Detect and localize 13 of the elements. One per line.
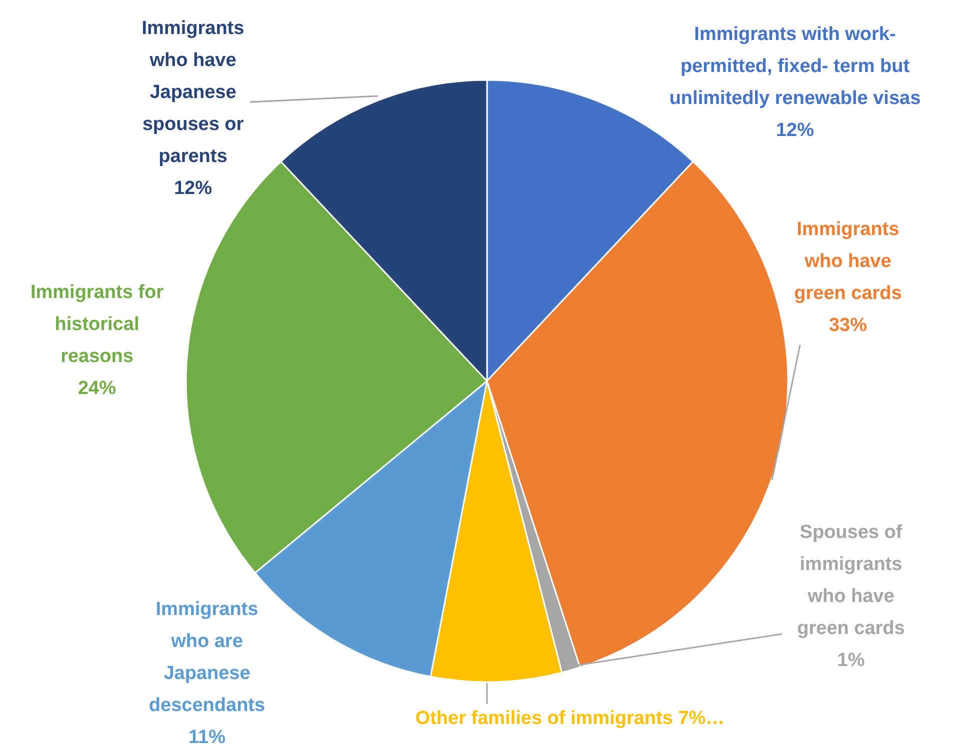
slice-label: Spouses of immigrants who have green cards xyxy=(797,522,905,639)
slice-label: Other families of immigrants 7%… xyxy=(415,708,725,729)
slice-label: Immigrants who have Japanese spouses or parents xyxy=(142,18,244,167)
data-label: 24% xyxy=(78,378,116,399)
data-label: 12% xyxy=(776,120,814,141)
data-label: 12% xyxy=(174,178,212,199)
slice-label: Immigrants who have green cards xyxy=(794,219,902,304)
data-label: 1% xyxy=(837,650,865,671)
slice-label: Immigrants who are Japanese descendants xyxy=(148,599,266,716)
data-label: 33% xyxy=(828,315,868,336)
slice-label: Immigrants with work-permitted, fixed- term but unlimitedly renewable visas xyxy=(669,24,921,109)
slice-label: Immigrants for historical reasons xyxy=(30,282,164,367)
data-label: 11% xyxy=(188,727,226,748)
